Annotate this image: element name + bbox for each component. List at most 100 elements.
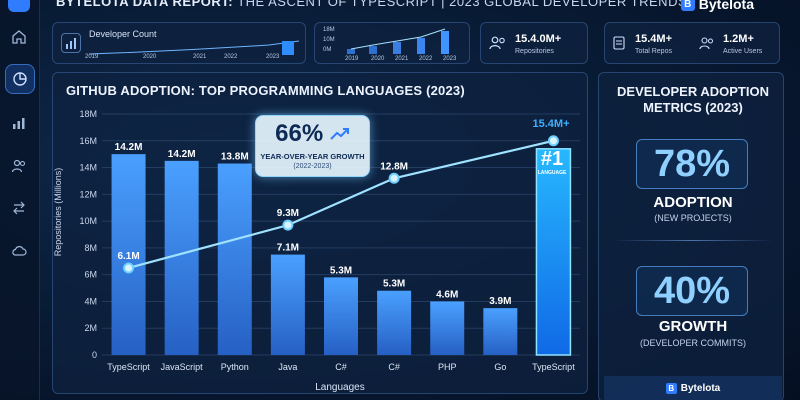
chart-icon — [61, 33, 81, 53]
x-tick-label: Java — [278, 362, 297, 372]
trend-year-2: 2021 — [395, 56, 409, 62]
users-icon[interactable] — [9, 156, 29, 176]
users-group-icon — [489, 35, 507, 56]
x-tick-label: Python — [221, 362, 249, 372]
top-bar: BYTELOTA DATA REPORT: THE ASCENT OF TYPE… — [0, 0, 800, 16]
bar-value-label: 5.3M — [330, 265, 352, 276]
x-tick-label: Go — [494, 362, 506, 372]
adoption-metrics-panel — [598, 72, 784, 400]
growth-metric-value: 40% — [636, 266, 748, 316]
bar-line-chart: 0 2M 4M 6M 8M 10M 12M 14M 16M 18M 14.2M TypeScript 1… — [79, 109, 580, 372]
bar-chart-icon[interactable] — [9, 113, 29, 133]
sidebar — [0, 0, 40, 400]
footer-brand-name: Bytelota — [680, 382, 721, 394]
rank-badge: #1 — [540, 148, 564, 170]
totals-card[interactable]: 15.4M+ Total Repos 1.2M+ Active Users — [604, 22, 780, 64]
line-point-label: 6.1M — [117, 251, 139, 262]
sidebar-logo[interactable] — [8, 0, 30, 12]
active-users-icon — [699, 36, 715, 55]
dev-year-2: 2021 — [193, 54, 207, 60]
metrics-divider — [612, 240, 774, 241]
x-tick-label: PHP — [438, 362, 457, 372]
report-title: BYTELOTA DATA REPORT: THE ASCENT OF TYPE… — [56, 0, 687, 9]
repo-trend-chart — [347, 28, 449, 54]
y-tick-label: 0 — [92, 350, 97, 360]
trend-year-3: 2022 — [419, 56, 433, 62]
pie-chart-icon[interactable] — [5, 64, 35, 94]
repo-trend-card[interactable]: 18M 10M 0M 2019 2020 2021 2022 2023 — [314, 22, 470, 64]
home-icon[interactable] — [9, 27, 29, 47]
dev-year-4: 2023 — [266, 54, 280, 60]
metrics-title-line2: METRICS (2023) — [643, 100, 743, 115]
bar-value-label: 7.1M — [277, 243, 299, 254]
line-point — [547, 135, 559, 147]
line-point — [123, 262, 135, 274]
transfer-icon[interactable] — [9, 198, 29, 218]
y-tick-label: 4M — [84, 296, 97, 306]
bytelota-logo-icon: B — [680, 0, 695, 11]
trend-tick-1: 10M — [323, 37, 335, 43]
bar — [430, 301, 465, 355]
rank-label: LANGUAGE — [537, 170, 567, 176]
highlight-bar — [535, 148, 572, 356]
bar-value-label: 4.6M — [436, 289, 458, 300]
y-tick-label: 14M — [79, 163, 97, 173]
bar — [164, 160, 199, 355]
metrics-title-line1: DEVELOPER ADOPTION — [617, 84, 769, 99]
cloud-icon[interactable] — [9, 241, 29, 261]
x-tick-label: JavaScript — [161, 362, 204, 372]
repositories-card[interactable]: 15.4.0M+ Repositories — [480, 22, 588, 64]
x-tick-label: TypeScript — [532, 362, 575, 372]
x-tick-label: TypeScript — [107, 362, 150, 372]
bar — [270, 254, 305, 355]
growth-label: YEAR-OVER-YEAR GROWTH — [260, 152, 365, 161]
y-tick-label: 12M — [79, 189, 97, 199]
active-users-label: Active Users — [723, 48, 763, 55]
panel-footer-brand[interactable]: B Bytelota — [604, 376, 782, 400]
trend-year-0: 2019 — [345, 56, 359, 62]
bar-value-label: 13.8M — [221, 152, 249, 163]
x-tick-label: C# — [388, 362, 400, 372]
x-tick-label: C# — [335, 362, 347, 372]
growth-line — [128, 139, 554, 270]
developer-count-sparkline — [89, 40, 299, 55]
total-repos-label: Total Repos — [635, 48, 672, 55]
bar — [217, 163, 252, 355]
bar-value-label: 5.3M — [383, 279, 405, 290]
line-point-label: 9.3M — [277, 208, 299, 219]
y-tick-label: 16M — [79, 136, 97, 146]
bar-value-label: 3.9M — [489, 296, 511, 307]
line-point — [282, 219, 294, 231]
growth-metric-label: GROWTH — [658, 318, 728, 335]
trend-up-icon — [330, 128, 349, 140]
growth-value: 66% — [275, 120, 324, 147]
trend-tick-0: 18M — [323, 27, 335, 33]
bar — [483, 308, 518, 355]
dev-year-0: 2019 — [85, 54, 99, 60]
y-tick-label: 8M — [84, 243, 97, 253]
chart-title: GITHUB ADOPTION: TOP PROGRAMMING LANGUAG… — [66, 83, 465, 98]
y-tick-label: 2M — [84, 323, 97, 333]
bar-value-label: 14.2M — [168, 149, 196, 160]
highlight-top-value: 15.4M+ — [532, 118, 570, 130]
repositories-value: 15.4.0M+ — [515, 33, 562, 45]
report-title-bold: BYTELOTA DATA REPORT: — [56, 0, 234, 9]
growth-callout[interactable]: 66% YEAR-OVER-YEAR GROWTH (2022-2023) — [255, 115, 370, 177]
brand-header[interactable]: B Bytelota — [680, 0, 754, 12]
developer-count-card[interactable]: Developer Count 2019 2020 2021 2022 2023 — [52, 22, 306, 64]
footer-logo-icon: B — [665, 382, 677, 394]
trend-tick-2: 0M — [323, 47, 332, 53]
x-axis-label: Languages — [315, 382, 365, 393]
trend-year-1: 2020 — [371, 56, 385, 62]
active-users-value: 1.2M+ — [723, 33, 754, 45]
bar — [111, 154, 146, 355]
bar-value-label: 14.2M — [115, 142, 143, 153]
metrics-panel-title: DEVELOPER ADOPTION METRICS (2023) — [604, 84, 782, 116]
dev-year-3: 2022 — [224, 54, 238, 60]
dev-year-1: 2020 — [143, 54, 157, 60]
bar — [377, 290, 412, 355]
total-repos-value: 15.4M+ — [635, 33, 672, 45]
adoption-metric-sub: (NEW PROJECTS) — [654, 213, 732, 223]
y-tick-label: 10M — [79, 216, 97, 226]
developer-count-label: Developer Count — [89, 29, 157, 39]
